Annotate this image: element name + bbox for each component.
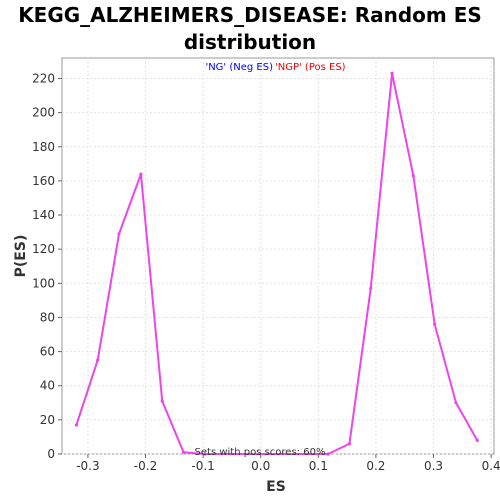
y-axis-label: P(ES) xyxy=(13,235,29,278)
y-tick-label: 80 xyxy=(40,310,55,324)
data-point xyxy=(96,358,100,362)
data-point xyxy=(181,450,186,454)
x-tick-label: -0.1 xyxy=(191,459,214,473)
legend-entry-neg: 'NG' (Neg ES) xyxy=(205,62,273,73)
series-layer xyxy=(74,71,479,456)
y-tick-label: 60 xyxy=(40,345,55,359)
x-axis-ticks: -0.3 -0.2 -0.1 0.0 0.1 0.2 0.3 0.4 xyxy=(76,454,500,473)
data-point xyxy=(160,399,164,403)
y-tick-label: 0 xyxy=(47,447,55,461)
x-tick-label: 0.2 xyxy=(366,459,385,473)
x-axis-label: ES xyxy=(266,479,286,495)
data-point xyxy=(454,401,458,405)
y-tick-label: 140 xyxy=(32,208,55,222)
y-tick-label: 220 xyxy=(32,71,55,85)
y-tick-label: 180 xyxy=(32,140,55,154)
x-tick-label: -0.2 xyxy=(134,459,157,473)
x-tick-label: 0.0 xyxy=(251,459,270,473)
x-tick-label: 0.1 xyxy=(309,459,328,473)
data-point xyxy=(433,322,437,326)
y-tick-label: 200 xyxy=(32,106,55,120)
chart-title: KEGG_ALZHEIMERS_DISEASE: Random ES distr… xyxy=(18,3,482,54)
x-tick-label: 0.3 xyxy=(424,459,443,473)
data-point xyxy=(347,442,352,446)
data-point xyxy=(203,452,207,456)
y-axis-ticks: 0 20 40 60 80 100 120 140 160 180 200 220 xyxy=(32,71,62,461)
y-tick-label: 160 xyxy=(32,174,55,188)
pos-scores-annotation: Sets with pos scores: 60% xyxy=(195,447,326,458)
data-point xyxy=(475,438,479,442)
data-point xyxy=(139,172,143,176)
y-tick-label: 120 xyxy=(32,242,55,256)
x-tick-label: -0.3 xyxy=(76,459,99,473)
data-point xyxy=(369,286,373,291)
data-point xyxy=(411,174,415,178)
data-point xyxy=(74,423,78,427)
x-tick-label: 0.4 xyxy=(482,459,500,473)
y-tick-label: 100 xyxy=(32,276,55,290)
data-point xyxy=(390,71,394,75)
plot-area xyxy=(61,57,495,455)
legend-entry-pos: 'NGP' (Pos ES) xyxy=(275,62,346,73)
y-tick-label: 40 xyxy=(40,379,55,393)
y-tick-label: 20 xyxy=(40,413,55,427)
data-point xyxy=(117,232,121,236)
grid xyxy=(62,58,494,455)
data-point xyxy=(326,452,330,456)
